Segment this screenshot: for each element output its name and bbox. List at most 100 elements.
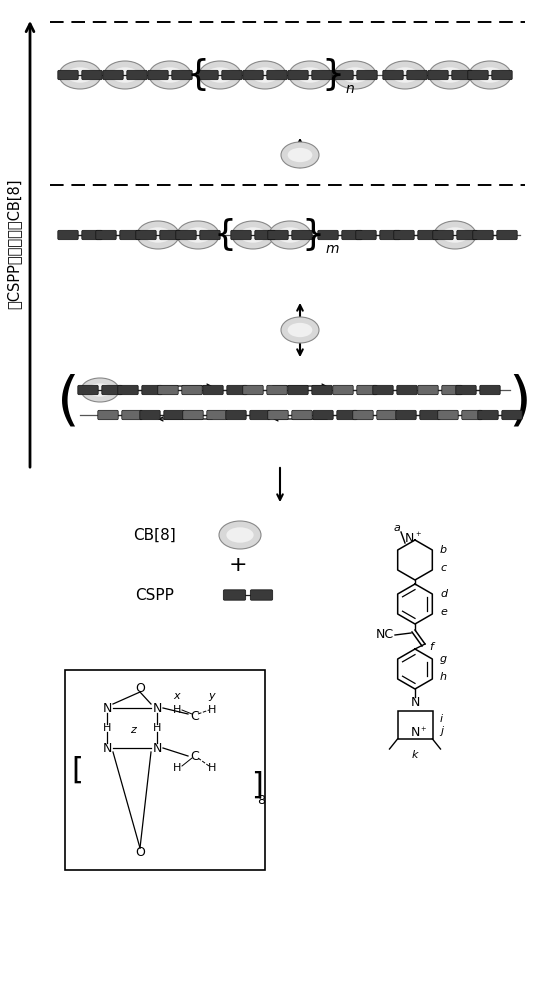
Text: N: N [102,702,112,714]
Ellipse shape [199,61,241,89]
FancyBboxPatch shape [127,70,147,80]
FancyBboxPatch shape [420,410,440,420]
FancyBboxPatch shape [267,385,287,395]
Ellipse shape [281,142,319,168]
FancyBboxPatch shape [418,385,438,395]
FancyBboxPatch shape [255,230,275,240]
FancyBboxPatch shape [502,410,522,420]
Ellipse shape [296,67,324,83]
FancyBboxPatch shape [407,70,427,80]
Text: O: O [135,682,145,694]
FancyBboxPatch shape [333,70,353,80]
Text: N: N [152,742,162,754]
Text: +: + [229,555,247,575]
FancyBboxPatch shape [438,410,458,420]
FancyBboxPatch shape [58,230,78,240]
Ellipse shape [111,67,139,83]
FancyBboxPatch shape [442,385,462,395]
Text: ): ) [508,374,532,431]
Text: N: N [405,532,414,544]
Ellipse shape [289,61,331,89]
FancyBboxPatch shape [160,230,180,240]
FancyBboxPatch shape [96,230,116,240]
Text: N: N [410,696,420,708]
Text: j: j [440,726,443,736]
Text: {: { [214,218,237,252]
FancyBboxPatch shape [250,590,273,600]
FancyBboxPatch shape [468,70,488,80]
FancyBboxPatch shape [231,230,251,240]
FancyBboxPatch shape [433,230,453,240]
Text: }: } [301,218,324,252]
FancyBboxPatch shape [176,230,196,240]
FancyBboxPatch shape [456,385,476,395]
FancyBboxPatch shape [200,230,220,240]
FancyBboxPatch shape [377,410,397,420]
FancyBboxPatch shape [333,385,353,395]
FancyBboxPatch shape [383,70,403,80]
FancyBboxPatch shape [164,410,184,420]
Ellipse shape [469,61,511,89]
FancyBboxPatch shape [462,410,482,420]
FancyBboxPatch shape [207,410,227,420]
Ellipse shape [391,67,419,83]
FancyBboxPatch shape [82,230,102,240]
FancyBboxPatch shape [148,70,168,80]
Ellipse shape [251,67,279,83]
FancyBboxPatch shape [102,385,122,395]
Ellipse shape [334,61,376,89]
Bar [65,670,265,870]
FancyBboxPatch shape [356,230,376,240]
FancyBboxPatch shape [203,385,223,395]
Ellipse shape [232,221,274,249]
FancyBboxPatch shape [292,230,312,240]
Text: H: H [208,705,216,715]
Ellipse shape [441,227,469,243]
Ellipse shape [281,317,319,343]
Text: H: H [173,705,181,715]
Text: y: y [209,691,215,701]
Text: CSPP: CSPP [136,587,174,602]
Text: i: i [440,714,443,724]
FancyBboxPatch shape [226,410,246,420]
FancyBboxPatch shape [418,230,438,240]
Text: H: H [153,723,161,733]
Text: 8: 8 [257,794,265,806]
FancyBboxPatch shape [457,230,477,240]
Text: g: g [440,654,447,664]
FancyBboxPatch shape [342,230,362,240]
Ellipse shape [277,227,303,243]
Ellipse shape [219,521,261,549]
Text: x: x [174,691,180,701]
FancyBboxPatch shape [268,410,288,420]
FancyBboxPatch shape [357,70,377,80]
FancyBboxPatch shape [243,385,263,395]
FancyBboxPatch shape [380,230,400,240]
FancyBboxPatch shape [82,70,102,80]
Text: k: k [412,750,418,760]
Text: H: H [103,723,111,733]
Text: $^+$: $^+$ [419,726,427,736]
FancyBboxPatch shape [120,230,140,240]
FancyBboxPatch shape [78,385,98,395]
FancyBboxPatch shape [183,410,203,420]
Ellipse shape [157,67,183,83]
Text: C: C [190,750,200,762]
Text: (: ( [56,374,80,431]
FancyBboxPatch shape [394,230,414,240]
Bar [398,711,433,739]
FancyBboxPatch shape [292,410,312,420]
Ellipse shape [341,67,369,83]
Text: $^+$: $^+$ [414,531,422,541]
FancyBboxPatch shape [118,385,138,395]
Text: O: O [135,846,145,858]
FancyBboxPatch shape [223,590,246,600]
Ellipse shape [429,61,471,89]
Text: H: H [208,763,216,773]
FancyBboxPatch shape [140,410,160,420]
FancyBboxPatch shape [318,230,338,240]
Text: h: h [440,672,447,682]
Ellipse shape [66,67,94,83]
Text: CB[8]: CB[8] [133,528,176,542]
FancyBboxPatch shape [313,410,333,420]
